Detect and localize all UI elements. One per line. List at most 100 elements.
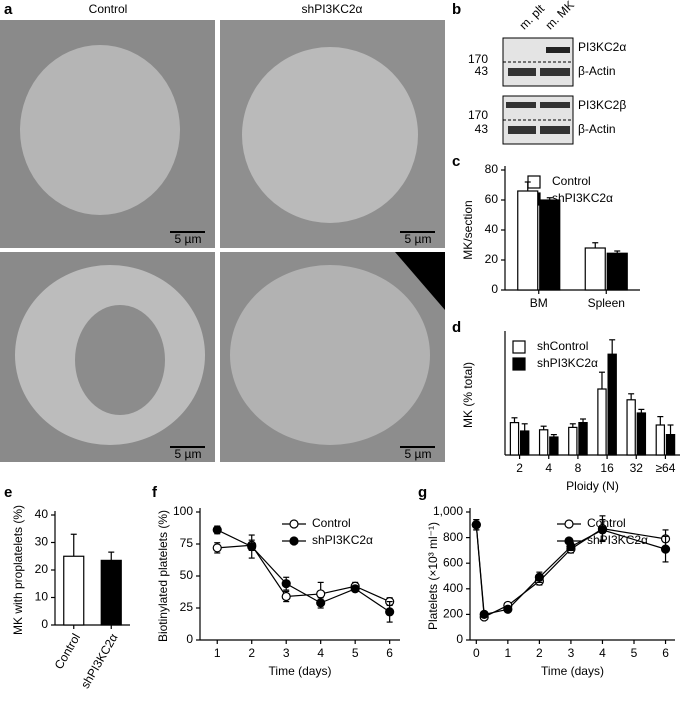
y-tick-label: 80	[485, 162, 499, 176]
bar	[519, 430, 530, 456]
point	[385, 607, 395, 617]
legend-label: shPI3KC2α	[312, 533, 373, 547]
bar	[584, 247, 606, 291]
column-title: Control	[89, 2, 128, 16]
x-tick-label: 6	[662, 646, 669, 660]
lane-label: m. MK	[542, 0, 576, 32]
y-tick-label: 400	[443, 581, 463, 595]
y-tick-label: 100	[173, 504, 193, 518]
bar	[655, 424, 666, 456]
lane-label: m. plt	[516, 1, 547, 32]
band-label: PI3KC2α	[578, 40, 626, 54]
point	[316, 598, 326, 608]
bar	[665, 434, 676, 456]
point	[212, 543, 222, 553]
point	[281, 579, 291, 589]
panel-label: g	[418, 484, 427, 501]
point	[534, 572, 544, 582]
x-tick-label: 5	[352, 646, 359, 660]
bar	[538, 429, 549, 456]
y-tick-label: 20	[35, 562, 49, 576]
point	[597, 525, 608, 535]
x-tick-label: Control	[52, 631, 83, 672]
point	[471, 520, 481, 530]
x-axis-label: Time (days)	[541, 664, 604, 678]
band-label: PI3KC2β	[578, 98, 626, 112]
y-axis-label: Platelets (×10³ ml⁻¹)	[426, 522, 440, 630]
x-tick-label: 6	[386, 646, 393, 660]
y-tick-label: 60	[485, 192, 499, 206]
scale-bar-label: 5 µm	[405, 447, 432, 461]
bar	[607, 353, 617, 456]
y-tick-label: 800	[443, 530, 463, 544]
scale-bar-label: 5 µm	[405, 232, 432, 246]
bar	[509, 422, 520, 456]
x-tick-label: 32	[630, 461, 644, 475]
point	[660, 544, 671, 554]
panel-label: e	[4, 484, 12, 501]
legend-marker	[289, 519, 299, 529]
legend-label: Control	[312, 516, 351, 530]
x-tick-label: 2	[248, 646, 255, 660]
mw-marker: 43	[475, 122, 489, 136]
y-tick-label: 50	[180, 568, 194, 582]
y-tick-label: 200	[443, 607, 463, 621]
y-tick-label: 0	[41, 617, 48, 631]
panel-label: d	[452, 319, 461, 336]
y-axis-label: Biotinylated platelets (%)	[156, 510, 170, 642]
point	[479, 609, 489, 620]
y-tick-label: 600	[443, 555, 463, 569]
x-tick-label: 8	[575, 461, 582, 475]
x-tick-label: 5	[631, 646, 638, 660]
legend-label: shPI3KC2α	[587, 533, 648, 547]
legend-swatch	[512, 357, 526, 371]
legend-marker	[564, 519, 574, 529]
point	[566, 541, 576, 552]
point	[281, 591, 291, 602]
legend-marker	[289, 536, 299, 546]
y-tick-label: 0	[186, 632, 193, 646]
bar	[100, 559, 122, 626]
band-label: β-Actin	[578, 122, 616, 136]
legend-label: shControl	[537, 339, 588, 353]
x-tick-label: 3	[568, 646, 575, 660]
x-tick-label: 2	[516, 461, 523, 475]
scale-bar-label: 5 µm	[175, 232, 202, 246]
y-tick-label: 25	[180, 600, 194, 614]
y-tick-label: 0	[456, 632, 463, 646]
legend-label: Control	[587, 516, 626, 530]
point	[316, 589, 326, 599]
x-tick-label: 1	[505, 646, 512, 660]
legend-label: shPI3KC2α	[537, 356, 598, 370]
legend-label: shPI3KC2α	[552, 191, 613, 205]
y-axis-label: MK/section	[461, 200, 475, 259]
x-axis-label: Time (days)	[269, 664, 332, 678]
y-axis-label: MK with proplatelets (%)	[11, 505, 25, 635]
blot	[502, 37, 574, 145]
series-line	[217, 544, 390, 603]
micrographs	[0, 20, 445, 462]
point	[212, 525, 222, 535]
band-label: β-Actin	[578, 64, 616, 78]
bar	[626, 399, 636, 456]
y-tick-label: 40	[485, 222, 499, 236]
y-tick-label: 30	[35, 535, 49, 549]
panel-label: c	[452, 153, 460, 170]
bar	[63, 555, 85, 626]
y-axis-label: MK (% total)	[461, 362, 475, 428]
point	[247, 541, 257, 552]
legend-label: Control	[552, 174, 591, 188]
x-axis-label: Ploidy (N)	[566, 479, 619, 493]
column-title: shPI3KC2α	[302, 2, 363, 16]
y-tick-label: 20	[485, 252, 499, 266]
y-tick-label: 75	[180, 536, 194, 550]
bar	[568, 426, 578, 456]
point	[350, 584, 360, 594]
mw-marker: 43	[475, 64, 489, 78]
panel-label: f	[152, 484, 158, 501]
y-tick-label: 0	[491, 282, 498, 296]
x-tick-label: 1	[214, 646, 221, 660]
x-tick-label: 16	[600, 461, 614, 475]
panel-label: b	[452, 1, 461, 18]
x-tick-label: 0	[473, 646, 480, 660]
